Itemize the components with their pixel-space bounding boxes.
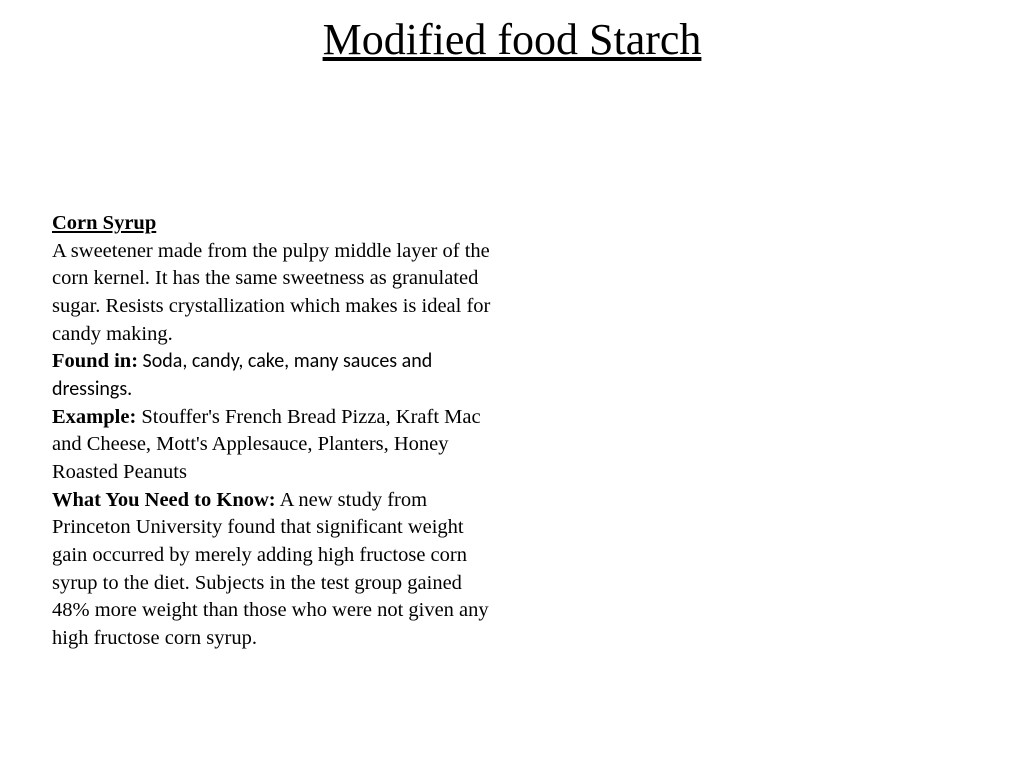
content-block: Corn Syrup A sweetener made from the pul… (52, 210, 502, 653)
section-description: A sweetener made from the pulpy middle l… (52, 240, 490, 345)
know-text: A new study from Princeton University fo… (52, 489, 489, 649)
section-heading: Corn Syrup (52, 212, 156, 234)
found-in-label: Found in: (52, 350, 138, 372)
know-label: What You Need to Know: (52, 489, 276, 511)
page-title: Modified food Starch (0, 0, 1024, 65)
example-label: Example: (52, 406, 136, 428)
